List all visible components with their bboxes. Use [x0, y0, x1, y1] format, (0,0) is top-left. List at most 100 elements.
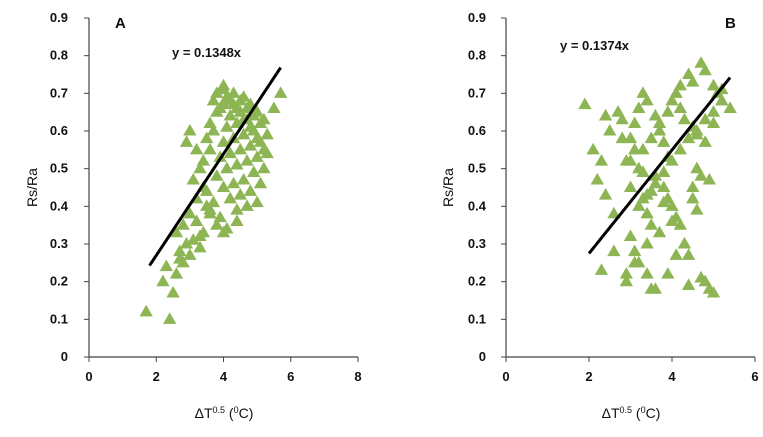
data-point — [694, 56, 708, 68]
y-tick-label: 0.9 — [468, 10, 486, 25]
data-point — [206, 93, 221, 106]
data-point — [159, 259, 173, 272]
data-point — [189, 142, 204, 155]
panel-label: B — [725, 15, 736, 32]
data-point — [183, 124, 197, 136]
data-point — [669, 86, 683, 98]
trendline-equation: y = 0.1374x — [560, 38, 630, 53]
data-point — [611, 105, 625, 117]
data-point — [657, 180, 671, 193]
x-axis-label-superscript: 0 — [641, 405, 646, 415]
x-axis-label-superscript: 0 — [234, 405, 239, 415]
data-point — [681, 248, 696, 260]
data-point — [233, 142, 247, 155]
y-axis-label: Rs/Ra — [440, 168, 456, 207]
data-point — [250, 105, 264, 117]
data-point — [166, 285, 180, 298]
data-point — [223, 108, 237, 121]
data-point — [223, 146, 237, 159]
data-point — [200, 131, 214, 144]
x-tick-label: 0 — [502, 369, 509, 384]
data-point — [206, 124, 221, 136]
data-point — [230, 116, 244, 129]
data-point — [216, 97, 231, 110]
data-point — [243, 184, 258, 196]
data-point — [657, 195, 671, 208]
data-point — [173, 244, 187, 257]
data-point — [632, 101, 646, 113]
data-point — [179, 135, 194, 147]
data-point — [173, 252, 187, 264]
x-axis-label-part: ( — [632, 405, 641, 421]
data-point — [632, 199, 646, 211]
data-point — [253, 176, 268, 189]
y-tick-label: 0.2 — [50, 274, 68, 289]
x-axis-label-part: ( — [225, 405, 234, 421]
data-point — [690, 124, 704, 136]
data-point — [186, 172, 200, 185]
y-tick-label: 0.3 — [468, 236, 486, 251]
data-point — [615, 112, 629, 125]
data-point — [657, 165, 671, 177]
data-point — [652, 225, 667, 238]
data-point — [686, 180, 700, 193]
data-point — [230, 214, 244, 226]
data-point — [590, 172, 604, 185]
data-point — [698, 135, 712, 147]
x-axis-label: ΔT0.5 (0C) — [195, 405, 254, 421]
x-axis-label-part: ΔT — [195, 405, 213, 421]
data-point — [681, 67, 696, 80]
data-point — [628, 116, 642, 129]
data-point — [274, 86, 288, 98]
data-point — [223, 191, 237, 204]
data-point — [665, 199, 679, 211]
data-point — [139, 304, 153, 317]
data-point — [216, 135, 231, 147]
data-point — [216, 180, 231, 193]
data-point — [594, 263, 609, 275]
data-point — [240, 199, 254, 211]
data-point — [681, 278, 696, 290]
data-point — [176, 218, 190, 230]
x-tick-label: 4 — [668, 369, 676, 384]
data-point — [681, 131, 696, 144]
data-point — [203, 203, 217, 215]
data-point — [648, 282, 663, 294]
data-point — [677, 112, 692, 125]
data-point — [698, 112, 712, 125]
data-point — [648, 176, 663, 189]
data-point — [623, 180, 638, 193]
data-point — [586, 142, 600, 155]
x-axis-label-part: C) — [646, 405, 661, 421]
data-point — [702, 172, 716, 185]
data-point — [253, 135, 268, 147]
x-tick-label: 6 — [287, 369, 294, 384]
y-axis-label: Rs/Ra — [24, 168, 40, 207]
y-tick-label: 0.7 — [50, 85, 68, 100]
data-point — [257, 161, 271, 174]
data-point — [240, 154, 254, 166]
data-point — [623, 229, 638, 242]
data-point — [169, 267, 184, 279]
x-tick-label: 2 — [585, 369, 592, 384]
data-point — [250, 195, 264, 208]
data-point — [233, 188, 247, 200]
trendline — [587, 76, 732, 255]
data-point — [210, 86, 224, 98]
data-point — [723, 101, 737, 113]
data-point — [686, 191, 700, 204]
data-point — [193, 229, 207, 242]
data-point — [665, 93, 679, 106]
data-point — [598, 108, 613, 121]
data-point — [694, 169, 708, 181]
data-point — [640, 237, 654, 249]
y-tick-label: 0.5 — [50, 161, 68, 176]
y-tick-label: 0.3 — [50, 236, 68, 251]
data-point — [196, 154, 210, 166]
data-point — [661, 105, 675, 117]
data-point — [690, 203, 704, 215]
data-point — [220, 120, 234, 132]
trendline-equation: y = 0.1348x — [172, 45, 242, 60]
y-tick-label: 0.1 — [50, 311, 68, 326]
x-tick-label: 8 — [354, 369, 361, 384]
